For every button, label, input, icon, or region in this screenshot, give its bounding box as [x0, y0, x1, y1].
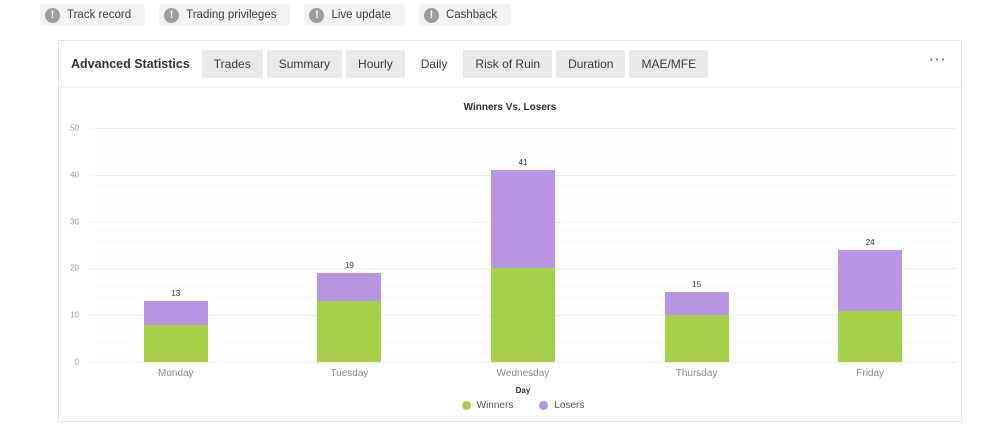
y-tick-label: 40	[70, 170, 79, 180]
winners-segment[interactable]	[143, 324, 208, 362]
alert-circle-icon: !	[45, 7, 60, 23]
stacked-bar-friday[interactable]: 24	[838, 237, 903, 362]
alert-circle-icon: !	[164, 7, 180, 23]
x-tick-label-tuesday: Tuesday	[330, 368, 369, 379]
bar-slot-wednesday: 41	[436, 128, 610, 362]
stacked-bar-monday[interactable]: 13	[143, 289, 208, 362]
tab-daily[interactable]: Daily	[408, 50, 460, 78]
bar-slot-tuesday: 19	[263, 128, 437, 362]
minor-gridline	[89, 165, 957, 167]
legend-item-winners[interactable]: Winners	[461, 400, 514, 411]
bar-total-label: 19	[344, 261, 354, 271]
legend-dot-icon	[461, 401, 471, 410]
bar-slot-thursday: 15	[610, 128, 784, 362]
badge-label: Live update	[331, 9, 391, 21]
major-gridline	[89, 128, 957, 129]
badge-label: Track record	[67, 9, 132, 21]
bars-row: 13 19 41 15 24	[89, 128, 957, 362]
stacked-bar-wednesday[interactable]: 41	[490, 158, 555, 362]
tab-risk-of-ruin[interactable]: Risk of Ruin	[463, 50, 553, 78]
x-axis-labels: Monday Tuesday Wednesday Thursday Friday	[89, 368, 957, 379]
tab-bar: Advanced Statistics Trades Summary Hourly D…	[59, 41, 961, 88]
alert-circle-icon: !	[423, 7, 439, 23]
bar-slot-monday: 13	[89, 128, 263, 362]
bar-total-label: 15	[692, 279, 702, 289]
x-tick-label-friday: Friday	[856, 368, 885, 379]
x-tick-label-wednesday: Wednesday	[496, 368, 550, 379]
tab-mae-mfe[interactable]: MAE/MFE	[629, 50, 709, 78]
legend-label: Winners	[476, 400, 514, 411]
badge-live-update[interactable]: ! Live update	[304, 4, 405, 26]
x-axis-title: Day	[515, 386, 531, 395]
legend-dot-icon	[539, 401, 549, 410]
minor-gridline	[89, 146, 957, 148]
stacked-bar-tuesday[interactable]: 19	[317, 261, 382, 362]
badge-label: Cashback	[445, 9, 498, 21]
more-options-icon[interactable]: ···	[929, 52, 947, 67]
losers-segment[interactable]	[664, 291, 729, 316]
tab-hourly[interactable]: Hourly	[346, 50, 405, 78]
losers-segment[interactable]	[838, 249, 903, 311]
chart-title: Winners Vs. Losers	[463, 102, 557, 113]
badge-label: Trading privileges	[186, 9, 277, 21]
winners-vs-losers-chart: Winners Vs. Losers 0 10 20 30 40 50 13 19 41 15 2…	[59, 88, 961, 418]
bar-total-label: 24	[865, 237, 875, 247]
y-tick-label: 30	[70, 217, 79, 227]
tab-summary[interactable]: Summary	[266, 50, 343, 78]
x-tick-label-monday: Monday	[158, 368, 194, 379]
winners-segment[interactable]	[838, 310, 903, 362]
badge-cashback[interactable]: ! Cashback	[418, 4, 512, 26]
minor-gridline	[89, 156, 957, 158]
major-gridline	[89, 362, 957, 363]
y-tick-label: 50	[70, 123, 79, 133]
y-tick-label: 0	[74, 357, 79, 367]
y-tick-label: 10	[70, 310, 79, 320]
alert-circle-icon: !	[309, 7, 325, 23]
winners-segment[interactable]	[317, 301, 382, 362]
x-tick-label-thursday: Thursday	[675, 368, 718, 379]
statistics-panel: Advanced Statistics Trades Summary Hourly D…	[58, 40, 962, 422]
losers-segment[interactable]	[490, 170, 555, 269]
y-axis: 0 10 20 30 40 50	[59, 124, 87, 367]
losers-segment[interactable]	[143, 301, 208, 325]
tab-trades[interactable]: Trades	[201, 50, 263, 78]
section-label-advanced-statistics: Advanced Statistics	[71, 57, 190, 71]
badge-row: ! Track record! Trading privileges! Live up…	[40, 4, 512, 26]
stacked-bar-thursday[interactable]: 15	[664, 279, 729, 362]
chart-legend: Winners Losers	[89, 400, 957, 411]
badge-trading-privileges[interactable]: ! Trading privileges	[159, 4, 291, 26]
bar-total-label: 41	[518, 158, 528, 168]
tab-duration[interactable]: Duration	[556, 50, 626, 78]
winners-segment[interactable]	[490, 268, 555, 362]
bar-total-label: 13	[171, 289, 181, 299]
bar-slot-friday: 24	[783, 128, 957, 362]
legend-label: Losers	[554, 400, 585, 411]
minor-gridline	[89, 137, 957, 139]
winners-segment[interactable]	[664, 315, 729, 362]
losers-segment[interactable]	[317, 273, 382, 302]
badge-track-record[interactable]: ! Track record	[40, 4, 146, 26]
y-tick-label: 20	[70, 263, 79, 273]
legend-item-losers[interactable]: Losers	[539, 400, 584, 411]
plot-area: 13 19 41 15 24	[89, 128, 957, 363]
